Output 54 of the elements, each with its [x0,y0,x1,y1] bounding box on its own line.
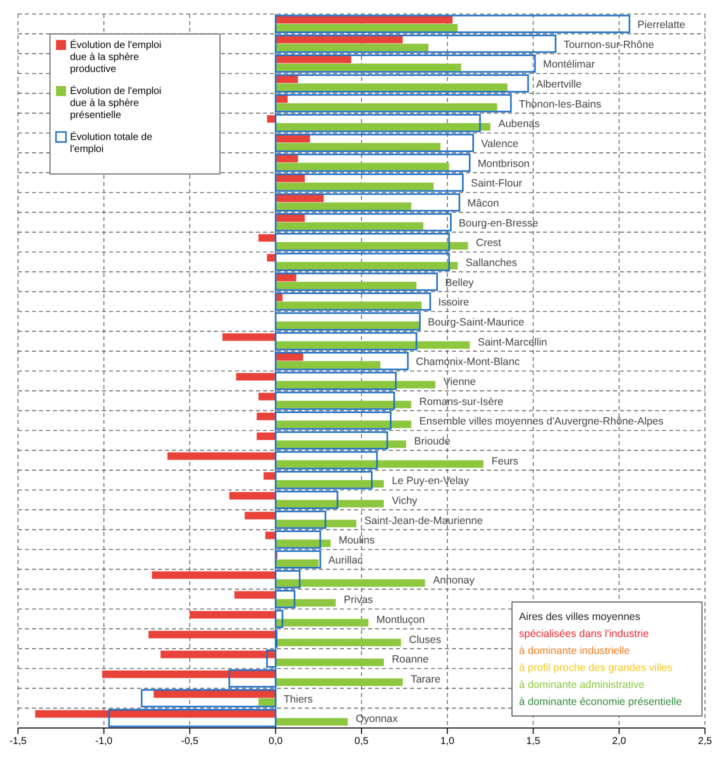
y-tick-label: Vienne [443,376,476,388]
annotation: Aires des villes moyennes [519,611,640,623]
y-tick-label: Privas [344,594,373,606]
y-tick-label: Annonay [433,574,476,586]
annotation: à dominante administrative [519,679,645,691]
annotation: à dominante économie présentielle [519,696,682,708]
y-tick-label: Aurillac [328,554,363,566]
y-tick-label: Albertville [536,78,582,90]
y-tick-label: Issoire [438,296,470,309]
annotation: spécialisées dans l'industrie [519,628,649,640]
x-tick-label: 1,0 [440,736,455,748]
y-tick-label: Chamonix-Mont-Blanc [416,356,520,368]
y-tick-label: Saint-Marcellin [478,336,548,348]
y-tick-label: Le Puy-en-Velay [392,475,470,488]
y-tick-label: Feurs [491,455,518,468]
y-tick-label: Saint-Flour [470,178,523,190]
x-tick-label: -1,0 [95,736,113,748]
y-tick-label: Montélimar [542,58,596,71]
y-tick-label: Tournon-sur-Rhône [564,38,654,51]
x-tick-label: 2,0 [612,736,627,748]
y-tick-label: Oyonnax [356,713,399,726]
legend-label: Évolution totale de l'emploi [70,131,153,155]
y-tick-label: Romans-sur-Isère [419,396,504,408]
y-tick-label: Cluses [409,634,442,646]
y-tick-label: Mâcon [467,197,500,210]
annotation: à dominante industrielle [519,645,630,657]
y-tick-label: Roanne [392,654,429,666]
y-tick-label: Montbrison [478,158,530,170]
y-tick-label: Bourg-en-Bresse [458,217,538,230]
annotation: à profil proche des grandes villes [519,662,673,674]
y-tick-label: Ensemble villes moyennes d'Auvergne-Rhône-Alpes [419,416,664,428]
y-tick-label: Pierrelatte [637,18,686,31]
y-tick-label: Moulins [338,534,375,547]
x-tick-label: -1,5 [9,736,28,748]
y-tick-label: Valence [481,138,518,150]
y-tick-label: Vichy [392,494,418,507]
y-tick-label: Saint-Jean-de-Maurienne [364,514,483,527]
y-tick-label: Montluçon [376,614,425,626]
legend-label: Évolution de l'emploi due à la sphère productive [70,39,162,75]
legend-label: Évolution de l'emploi due à la sphère présentielle [70,85,162,121]
x-tick-label: 1,5 [526,736,541,748]
y-tick-label: Aubenas [498,118,540,130]
y-tick-label: Sallanches [466,256,518,269]
y-tick-label: Belley [445,276,474,289]
x-tick-label: 2,5 [698,736,712,748]
x-tick-label: 0,0 [268,736,284,748]
y-tick-label: Tarare [410,673,441,686]
y-tick-label: Thiers [284,693,313,706]
x-tick-label: 0,5 [354,736,369,748]
y-tick-label: Crest [476,237,502,250]
y-tick-label: Bourg-Saint-Maurice [428,316,524,328]
x-tick-label: -0,5 [181,736,199,748]
y-tick-label: Thonon-les-Bains [518,98,602,110]
y-tick-label: Brioude [414,435,451,448]
